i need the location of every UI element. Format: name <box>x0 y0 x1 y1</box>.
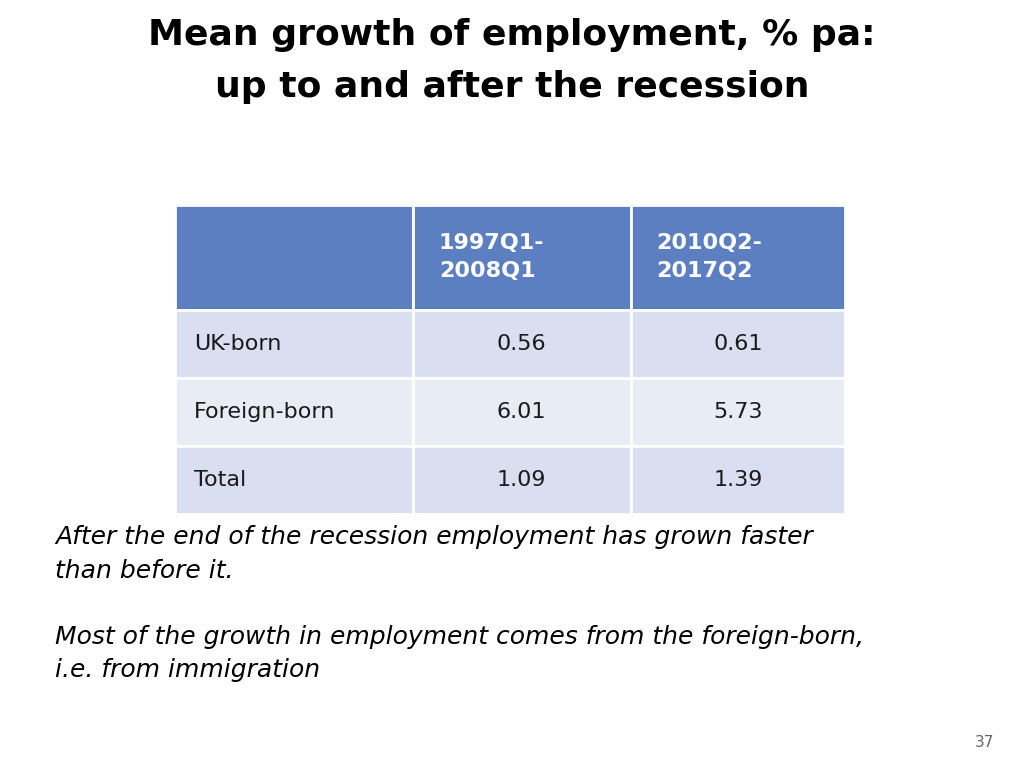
Text: 1997Q1-
2008Q1: 1997Q1- 2008Q1 <box>439 233 545 282</box>
Text: 1.09: 1.09 <box>497 470 547 490</box>
Text: up to and after the recession: up to and after the recession <box>215 70 809 104</box>
Bar <box>175 378 413 446</box>
Bar <box>631 205 845 310</box>
Text: Foreign-born: Foreign-born <box>194 402 336 422</box>
Text: Total: Total <box>194 470 247 490</box>
Bar <box>631 446 845 514</box>
Bar <box>631 310 845 378</box>
Text: UK-born: UK-born <box>194 334 282 354</box>
Bar <box>413 378 631 446</box>
Bar <box>175 310 413 378</box>
Text: 37: 37 <box>975 735 994 750</box>
Bar <box>413 205 631 310</box>
Bar <box>631 378 845 446</box>
Text: After the end of the recession employment has grown faster
than before it.: After the end of the recession employmen… <box>55 525 813 582</box>
Bar <box>413 310 631 378</box>
Text: Mean growth of employment, % pa:: Mean growth of employment, % pa: <box>148 18 876 52</box>
Bar <box>413 446 631 514</box>
Bar <box>175 446 413 514</box>
Text: 0.61: 0.61 <box>713 334 763 354</box>
Text: 5.73: 5.73 <box>713 402 763 422</box>
Text: 0.56: 0.56 <box>497 334 547 354</box>
Text: 2010Q2-
2017Q2: 2010Q2- 2017Q2 <box>656 233 762 282</box>
Text: 6.01: 6.01 <box>497 402 547 422</box>
Bar <box>175 205 413 310</box>
Text: Most of the growth in employment comes from the foreign-born,
i.e. from immigrat: Most of the growth in employment comes f… <box>55 625 864 683</box>
Text: 1.39: 1.39 <box>713 470 763 490</box>
